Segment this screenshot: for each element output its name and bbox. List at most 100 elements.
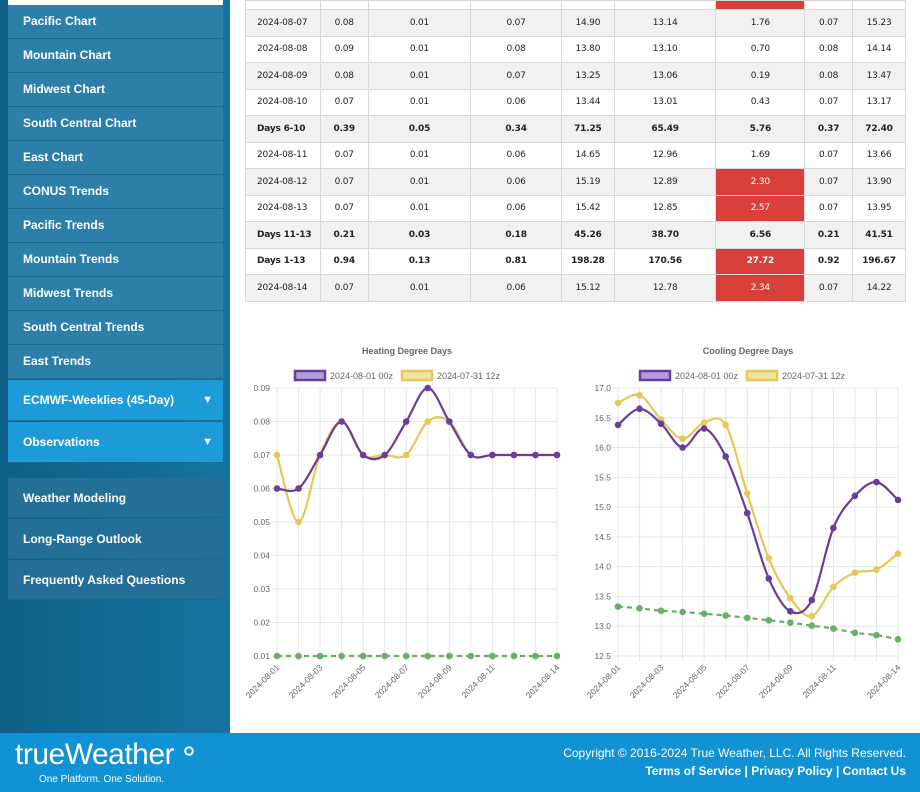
table-cell: 13.14 <box>613 9 717 37</box>
table-cell: 41.51 <box>852 221 906 249</box>
table-cell: 0.06 <box>470 168 562 196</box>
data-point <box>636 391 643 399</box>
data-point <box>808 596 816 604</box>
table-cell: 0.81 <box>470 247 562 275</box>
table-cell: 12.89 <box>613 168 717 196</box>
sidebar-link-frequently-asked-questions[interactable]: Frequently Asked Questions <box>8 560 223 600</box>
y-tick-label: 13.5 <box>594 591 611 601</box>
table-cell <box>804 0 854 10</box>
table-row-label: 2024-08-13 <box>245 194 321 222</box>
data-point <box>553 652 561 660</box>
x-tick-label: 2024-08-11 <box>800 662 838 700</box>
data-point <box>510 652 518 660</box>
legend-swatch <box>293 369 327 382</box>
table-cell: 13.10 <box>613 35 717 63</box>
sidebar-item-conus-trends[interactable]: CONUS Trends <box>8 175 223 209</box>
table-cell: 0.19 <box>715 62 806 90</box>
data-point <box>467 451 475 459</box>
table-cell: 0.21 <box>804 221 854 249</box>
series-line-2024-08-01-00z <box>617 407 899 615</box>
sidebar-item-south-central-chart[interactable]: South Central Chart <box>8 107 223 141</box>
copyright-text: Copyright © 2016-2024 True Weather, LLC.… <box>563 746 906 760</box>
cdd-chart-svg: Cooling Degree Days 2024-08-01 00z 2024-07… <box>585 346 903 700</box>
data-point <box>851 629 859 637</box>
x-tick-label: 2024-08-07 <box>373 662 411 700</box>
table-cell: 15.12 <box>560 274 615 302</box>
table-cell: 13.95 <box>852 194 906 222</box>
terms-link[interactable]: Terms of Service <box>645 764 742 778</box>
table-cell: 0.08 <box>319 62 369 90</box>
y-tick-label: 17.0 <box>594 383 611 393</box>
sidebar-item-mountain-chart[interactable]: Mountain Chart <box>8 39 223 73</box>
data-point <box>446 418 453 425</box>
trueweather-logo[interactable]: trueWeather One Platform. One Solution. <box>15 738 194 785</box>
logo-wordmark: trueWeather <box>15 738 175 771</box>
table-cell: 0.13 <box>367 247 472 275</box>
x-tick-label: 2024-08-07 <box>714 662 752 700</box>
table-cell: 0.01 <box>367 35 472 63</box>
sidebar-link-weather-modeling[interactable]: Weather Modeling <box>8 478 223 518</box>
data-point <box>614 399 622 407</box>
table-cell: 0.07 <box>804 141 854 169</box>
data-point <box>679 608 686 616</box>
privacy-link[interactable]: Privacy Policy <box>751 764 833 778</box>
table-cell: 0.01 <box>367 141 472 169</box>
data-point <box>700 610 708 618</box>
table-row-label: Days 11-13 <box>245 221 321 249</box>
data-point <box>873 631 880 639</box>
sidebar-item-east-trends[interactable]: East Trends <box>8 345 223 379</box>
data-point <box>614 603 622 610</box>
data-point <box>316 652 324 660</box>
table-cell: 0.07 <box>804 88 854 116</box>
table-cell: 13.44 <box>560 88 615 116</box>
sidebar-link-long-range-outlook[interactable]: Long-Range Outlook <box>8 519 223 559</box>
chevron-down-icon: ▼ <box>202 394 213 406</box>
sidebar-menu-ecmwf-weeklies-45-day[interactable]: ECMWF-Weeklies (45-Day) ▼ <box>8 380 223 421</box>
data-point <box>338 418 345 425</box>
y-tick-label: 16.5 <box>594 413 611 423</box>
data-point <box>489 451 496 459</box>
table-cell: 0.01 <box>367 62 472 90</box>
data-point <box>532 652 539 660</box>
data-point <box>787 619 794 626</box>
table-cell: 0.07 <box>319 168 369 196</box>
table-row-label: 2024-08-14 <box>245 274 321 302</box>
table-cell: 2.34 <box>715 274 806 302</box>
table-summary-row: Days 1-13 0.94 0.13 0.81 198.28 170.56 27.72 0.… <box>245 247 906 275</box>
logo-sun-icon <box>184 746 194 756</box>
sidebar-item-pacific-chart[interactable]: Pacific Chart <box>8 5 223 39</box>
table-cell: 170.56 <box>613 247 717 275</box>
data-point <box>295 485 302 492</box>
table-cell: 0.18 <box>470 221 562 249</box>
footer-links: Terms of Service | Privacy Policy | Cont… <box>645 764 906 778</box>
chevron-down-icon: ▼ <box>202 436 213 448</box>
data-point <box>743 509 751 517</box>
sidebar-item-midwest-chart[interactable]: Midwest Chart <box>8 73 223 107</box>
table-row: 2024-08-13 0.07 0.01 0.06 15.42 12.85 2.57 0.07… <box>245 194 906 222</box>
table-cell: 13.66 <box>852 141 906 169</box>
data-point <box>295 518 302 526</box>
logo-tagline: One Platform. One Solution. <box>39 774 165 785</box>
chart-title: Cooling Degree Days <box>703 346 794 356</box>
sidebar-item-midwest-trends[interactable]: Midwest Trends <box>8 277 223 311</box>
cdd-chart: Cooling Degree Days 2024-08-01 00z 2024-07… <box>580 330 920 720</box>
sidebar-item-east-chart[interactable]: East Chart <box>8 141 223 175</box>
table-cell: 0.07 <box>804 9 854 37</box>
table-row: 2024-08-11 0.07 0.01 0.06 14.65 12.96 1.69 0.07… <box>245 141 906 169</box>
data-point <box>273 451 281 459</box>
sidebar-menu-label: ECMWF-Weeklies (45-Day) <box>23 393 175 407</box>
sidebar-item-pacific-trends[interactable]: Pacific Trends <box>8 209 223 243</box>
legend-swatch <box>400 369 434 382</box>
sidebar-item-mountain-trends[interactable]: Mountain Trends <box>8 243 223 277</box>
contact-link[interactable]: Contact Us <box>842 764 906 778</box>
y-tick-label: 0.05 <box>253 517 270 527</box>
y-tick-label: 12.5 <box>594 651 611 661</box>
sidebar-item-south-central-trends[interactable]: South Central Trends <box>8 311 223 345</box>
sidebar-menu-observations[interactable]: Observations ▼ <box>8 422 223 463</box>
table-row-label: 2024-08-08 <box>245 35 321 63</box>
x-tick-label: 2024-08-01 <box>585 662 623 700</box>
data-point <box>273 652 281 660</box>
table-cell: 0.07 <box>470 9 562 37</box>
legend-label: 2024-07-31 12z <box>437 371 501 381</box>
x-tick-label: 2024-08-01 <box>244 662 282 700</box>
